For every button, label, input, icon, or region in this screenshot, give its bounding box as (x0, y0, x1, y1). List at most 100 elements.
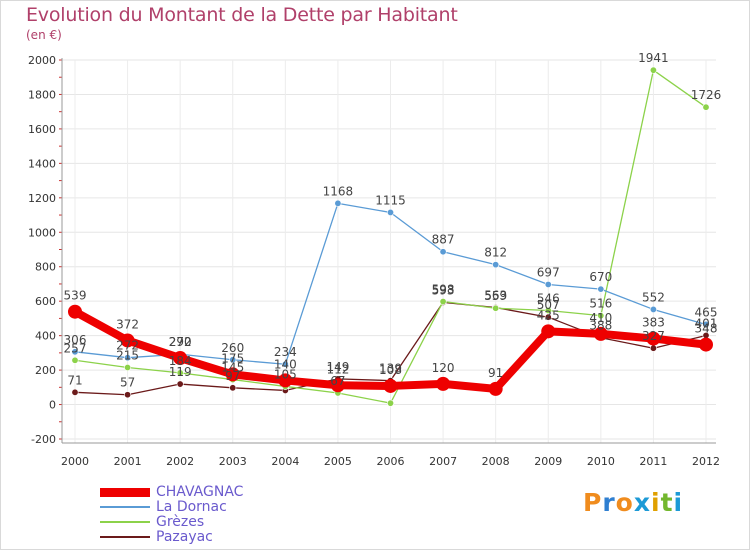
data-point-gr-zes (649, 66, 657, 74)
data-label-pazayac: 327 (642, 329, 665, 343)
data-point-la-dornac (439, 248, 447, 256)
y-tick-label: 600 (35, 295, 56, 308)
x-tick-label: 2007 (429, 455, 457, 468)
legend-label-pazayac: Pazayac (156, 529, 213, 545)
data-point-pazayac (544, 313, 552, 321)
data-point-la-dornac (71, 348, 79, 356)
data-point-gr-zes (544, 306, 552, 314)
series-chavagnac (68, 304, 713, 396)
data-label-pazayac: 401 (695, 316, 718, 330)
data-label-la-dornac: 1168 (323, 184, 354, 198)
data-label-la-dornac: 465 (695, 305, 718, 319)
data-label-chavagnac: 270 (169, 335, 192, 349)
legend-label-chavagnac: CHAVAGNAC (156, 484, 244, 500)
data-point-chavagnac (699, 337, 713, 352)
proxiti-letter: i (673, 488, 684, 517)
data-point-gr-zes (124, 364, 132, 372)
y-tick-label: 0 (49, 399, 56, 412)
x-tick-label: 2008 (482, 455, 510, 468)
chart-title: Evolution du Montant de la Dette par Hab… (26, 4, 458, 26)
data-label-la-dornac: 1115 (375, 193, 406, 207)
data-point-chavagnac (436, 376, 451, 391)
legend-item-grezes[interactable]: Grèzes (100, 514, 350, 530)
data-label-la-dornac: 670 (589, 270, 612, 284)
data-point-la-dornac (544, 280, 552, 288)
data-point-la-dornac (597, 285, 605, 293)
data-point-chavagnac (225, 367, 240, 382)
data-point-pazayac (229, 384, 237, 392)
proxiti-logo: Proxiti (583, 488, 683, 517)
data-point-chavagnac (278, 373, 293, 388)
data-point-gr-zes (492, 304, 500, 312)
proxiti-letter: i (651, 488, 661, 517)
data-label-chavagnac: 108 (379, 363, 402, 377)
x-tick-label: 2003 (219, 455, 247, 468)
data-point-pazayac (649, 344, 657, 352)
y-tick-label: 400 (35, 330, 56, 343)
data-point-la-dornac (124, 354, 132, 362)
data-point-gr-zes (439, 298, 447, 306)
plot-area (62, 60, 716, 439)
data-label-gr-zes: 215 (116, 349, 139, 363)
data-label-pazayac: 507 (537, 298, 560, 312)
data-label-pazayac: 119 (169, 365, 192, 379)
data-label-gr-zes: 598 (432, 283, 455, 297)
y-tick-label: 1000 (28, 226, 56, 239)
data-point-chavagnac (383, 378, 398, 393)
data-point-la-dornac (649, 305, 657, 313)
data-point-la-dornac (334, 199, 342, 207)
data-label-chavagnac: 425 (537, 308, 560, 322)
data-label-la-dornac: 812 (484, 246, 507, 260)
data-point-la-dornac (281, 360, 289, 368)
x-tick-label: 2005 (324, 455, 352, 468)
data-label-la-dornac: 697 (537, 265, 560, 279)
legend-swatch-chavagnac (100, 488, 150, 497)
data-label-gr-zes: 67 (330, 374, 345, 388)
data-point-chavagnac (120, 333, 135, 348)
data-point-chavagnac (646, 331, 661, 346)
data-label-la-dornac: 887 (432, 233, 455, 247)
chart-legend: CHAVAGNAC La Dornac Grèzes Pazayac (100, 484, 350, 545)
x-tick-label: 2006 (377, 455, 405, 468)
data-label-chavagnac: 410 (589, 311, 612, 325)
data-label-gr-zes: 105 (274, 367, 297, 381)
proxiti-letter: P (583, 488, 603, 517)
data-point-la-dornac (229, 356, 237, 364)
y-tick-label: 2000 (28, 54, 56, 67)
data-label-la-dornac: 272 (116, 339, 139, 353)
legend-swatch-grezes (100, 521, 150, 523)
data-label-la-dornac: 552 (642, 290, 665, 304)
y-tick-label: 1200 (28, 192, 56, 205)
x-tick-label: 2001 (114, 455, 142, 468)
proxiti-letter: t (660, 488, 674, 517)
data-point-chavagnac (173, 351, 188, 366)
data-label-gr-zes: 1726 (691, 88, 722, 102)
data-label-la-dornac: 260 (221, 341, 244, 355)
x-tick-label: 2010 (587, 455, 615, 468)
data-label-chavagnac: 175 (221, 351, 244, 365)
data-label-chavagnac: 539 (64, 289, 87, 303)
data-label-gr-zes: 257 (64, 341, 87, 355)
y-tick-label: 800 (35, 261, 56, 274)
data-point-pazayac (176, 380, 184, 388)
legend-item-pazayac[interactable]: Pazayac (100, 529, 350, 545)
legend-label-grezes: Grèzes (156, 514, 205, 530)
data-point-gr-zes (176, 369, 184, 377)
data-label-pazayac: 563 (484, 289, 507, 303)
data-point-gr-zes (386, 399, 394, 407)
data-label-la-dornac: 234 (274, 345, 297, 359)
proxiti-letter: r (602, 488, 616, 517)
x-tick-label: 2009 (534, 455, 562, 468)
legend-item-chavagnac[interactable]: CHAVAGNAC (100, 484, 350, 500)
data-label-pazayac: 593 (432, 283, 455, 297)
legend-item-la-dornac[interactable]: La Dornac (100, 499, 350, 515)
y-tick-label: 1400 (28, 157, 56, 170)
data-label-gr-zes: 184 (169, 354, 192, 368)
data-point-la-dornac (386, 208, 394, 216)
data-point-pazayac (124, 391, 132, 399)
data-label-la-dornac: 292 (169, 335, 192, 349)
data-point-gr-zes (702, 103, 710, 111)
data-point-pazayac (71, 388, 79, 396)
x-tick-label: 2000 (61, 455, 89, 468)
data-label-gr-zes: 546 (537, 291, 560, 305)
